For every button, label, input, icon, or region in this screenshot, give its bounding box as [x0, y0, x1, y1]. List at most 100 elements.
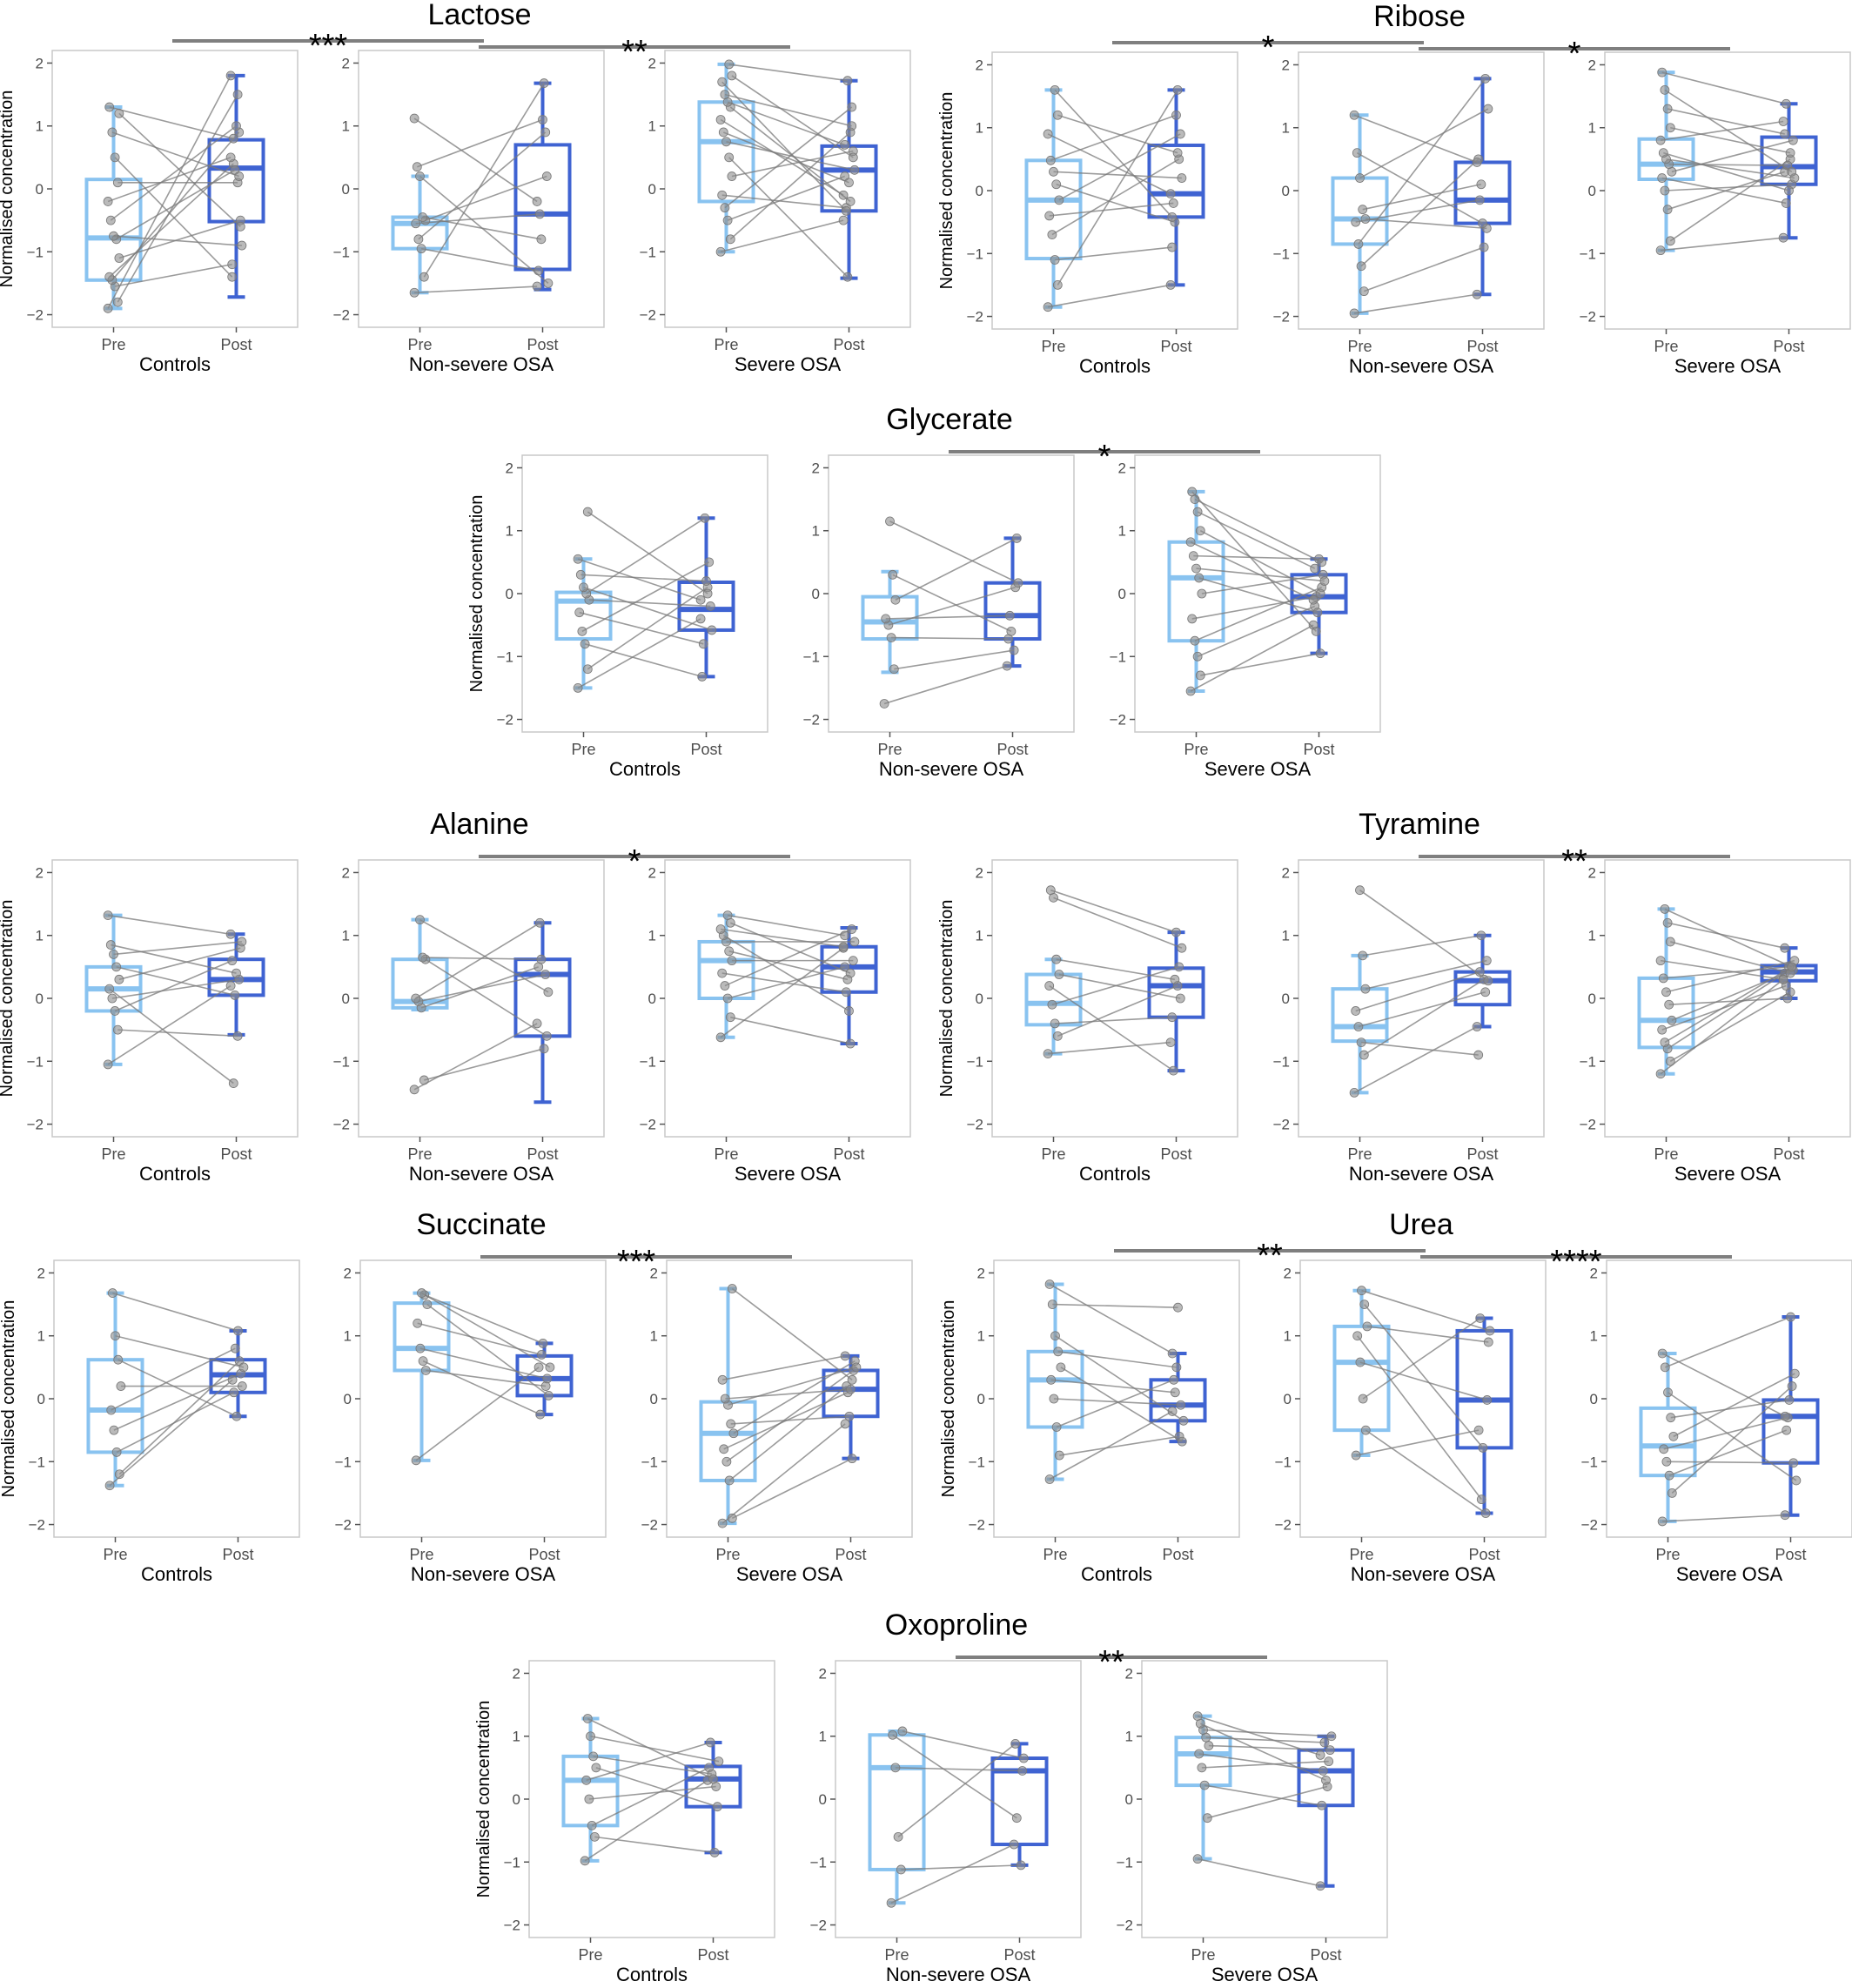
paired-line — [1671, 1385, 1793, 1494]
paired-line — [1361, 1289, 1491, 1332]
paired-line — [1362, 934, 1482, 957]
y-tick-label: 1 — [1118, 523, 1126, 540]
group-label: Severe OSA — [735, 1163, 842, 1185]
data-point-pre — [888, 1729, 898, 1740]
data-point-pre — [1666, 1413, 1676, 1423]
paired-line — [1666, 158, 1795, 179]
data-point-post — [232, 121, 241, 131]
data-point-pre — [1044, 1279, 1055, 1289]
data-point-post — [234, 171, 245, 181]
data-point-post — [1483, 104, 1493, 114]
data-point-pre — [722, 910, 733, 920]
paired-line — [1203, 1729, 1332, 1737]
paired-line — [1058, 973, 1181, 999]
data-point-post — [543, 279, 554, 288]
data-point-pre — [107, 127, 117, 138]
data-point-post — [840, 1419, 850, 1429]
data-point-pre — [1043, 1049, 1053, 1058]
paired-line — [723, 131, 849, 184]
y-tick-label: −1 — [969, 1454, 985, 1470]
y-tick-label: −1 — [1580, 245, 1596, 262]
data-point-pre — [1044, 981, 1055, 991]
panel-frame — [528, 1660, 775, 1938]
group-label: Non-severe OSA — [879, 758, 1024, 780]
paired-line — [1355, 1429, 1480, 1456]
data-point-pre — [114, 1469, 124, 1480]
paired-line — [892, 574, 1012, 633]
x-tick-label: Pre — [1043, 1546, 1067, 1563]
paired-line — [419, 1347, 547, 1380]
x-tick-label: Post — [1162, 1546, 1193, 1563]
data-point-pre — [1664, 999, 1674, 1010]
y-tick-label: 1 — [37, 1328, 45, 1345]
data-point-post — [847, 102, 857, 112]
paired-line — [1670, 1399, 1790, 1419]
x-tick-label: Pre — [407, 336, 432, 353]
paired-line — [1661, 237, 1784, 252]
panel-frame — [1604, 859, 1851, 1138]
paired-line — [423, 83, 545, 278]
data-point-pre — [721, 137, 731, 147]
data-point-post — [1324, 1756, 1334, 1767]
y-tick-label: 1 — [342, 928, 350, 944]
y-tick-label: −1 — [640, 244, 656, 260]
data-point-pre — [1046, 1374, 1057, 1385]
data-point-post — [1011, 1813, 1022, 1823]
data-point-pre — [109, 231, 118, 241]
data-point-pre — [1355, 1357, 1366, 1367]
y-tick-label: −1 — [967, 245, 983, 262]
paired-line — [902, 1730, 1024, 1759]
data-point-pre — [720, 981, 730, 991]
data-point-post — [237, 1381, 247, 1391]
data-point-post — [1168, 1065, 1178, 1076]
data-point-pre — [1657, 67, 1667, 77]
data-point-post — [533, 1362, 544, 1373]
paired-line — [727, 914, 845, 937]
paired-line — [720, 947, 844, 1038]
data-point-pre — [114, 253, 124, 263]
group-label: Controls — [1079, 355, 1151, 377]
y-tick-label: 0 — [1118, 586, 1126, 602]
y-tick-label: 1 — [648, 928, 656, 944]
panel-frame — [358, 859, 605, 1138]
paired-line — [593, 1756, 713, 1775]
paired-line — [1660, 978, 1784, 1075]
paired-line — [1204, 1784, 1322, 1807]
y-tick-label: −2 — [504, 1917, 520, 1934]
data-point-pre — [1204, 1741, 1214, 1750]
chart-ribose: Ribose * * 2 1 0 −1 −2 Pre Post Controls Normalised… — [937, 0, 1851, 377]
paired-line — [588, 1785, 716, 1800]
y-tick-label: 2 — [1282, 57, 1290, 73]
group-label: Severe OSA — [1211, 1964, 1319, 1985]
data-point-pre — [416, 244, 426, 254]
data-point-post — [1480, 987, 1491, 997]
panel-controls: 2 1 0 −1 −2 Pre Post Controls Normalised concent… — [0, 1259, 300, 1585]
data-point-pre — [582, 1714, 593, 1723]
paired-line — [883, 665, 1008, 705]
paired-line — [586, 517, 706, 594]
data-point-post — [540, 127, 551, 138]
data-point-pre — [418, 952, 428, 963]
data-point-pre — [418, 212, 428, 222]
data-point-pre — [1660, 1362, 1670, 1373]
x-tick-label: Post — [996, 741, 1028, 758]
paired-line — [728, 64, 849, 82]
y-tick-label: −2 — [967, 309, 983, 326]
data-point-post — [1172, 84, 1183, 95]
data-point-pre — [1056, 1362, 1066, 1373]
x-tick-label: Post — [220, 336, 252, 353]
data-point-pre — [1665, 123, 1675, 133]
data-point-pre — [419, 1075, 429, 1085]
data-point-pre — [1658, 973, 1668, 984]
paired-line — [1053, 171, 1182, 179]
data-point-pre — [1662, 104, 1673, 114]
data-point-post — [1319, 1737, 1330, 1748]
paired-line — [420, 966, 539, 1009]
data-point-post — [1016, 1860, 1026, 1870]
chart-title: Ribose — [1373, 0, 1466, 33]
data-point-pre — [104, 984, 115, 994]
